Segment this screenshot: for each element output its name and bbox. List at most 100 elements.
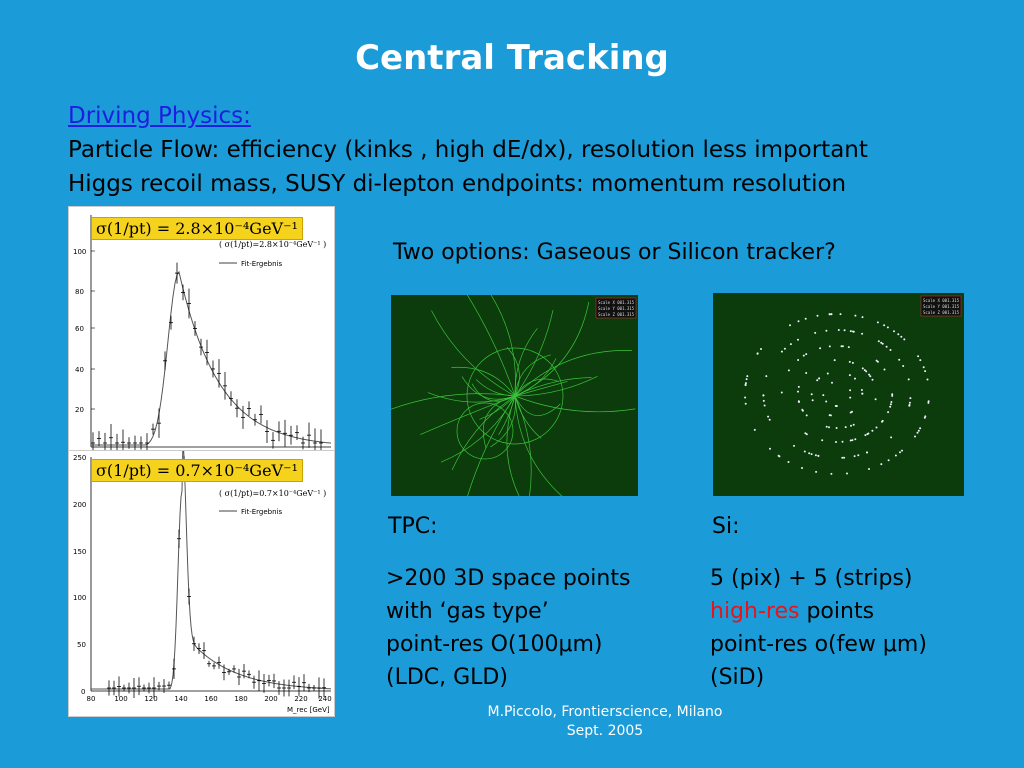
track xyxy=(514,395,542,439)
hit xyxy=(819,347,822,350)
hit xyxy=(839,313,842,316)
hit xyxy=(851,361,854,364)
tpc-heading: TPC: xyxy=(388,514,438,539)
hit xyxy=(805,414,808,417)
hit xyxy=(825,329,828,332)
hit xyxy=(927,400,930,403)
legend-fit: Fit-Ergebnis xyxy=(241,260,282,268)
hit xyxy=(817,454,820,457)
hit xyxy=(897,333,900,336)
histogram-top-svg: 100 80 60 40 20 ( σ(1/pt)=2.8×10⁻⁴GeV⁻¹ … xyxy=(73,215,332,458)
hit xyxy=(830,313,833,316)
hit xyxy=(797,338,799,341)
si-line-rest: points xyxy=(799,599,875,624)
hit xyxy=(887,459,890,462)
hit xyxy=(923,416,926,419)
tpc-tracks-svg: Scale X 001.315 Scale Y 001.315 Scale Z … xyxy=(390,279,637,519)
hit xyxy=(889,405,892,408)
x-tick: 140 xyxy=(174,695,187,703)
track xyxy=(431,310,516,397)
hit xyxy=(919,427,922,430)
track xyxy=(451,395,516,471)
hit xyxy=(871,429,874,432)
track xyxy=(514,378,559,397)
hit xyxy=(880,341,883,344)
hit xyxy=(816,314,819,317)
hit xyxy=(835,441,837,443)
hit xyxy=(898,358,901,361)
hit xyxy=(768,418,771,421)
hit xyxy=(899,451,901,454)
track xyxy=(514,301,590,397)
hit xyxy=(826,372,829,375)
hit xyxy=(908,404,911,407)
hit xyxy=(797,385,800,388)
legend-line: ( σ(1/pt)=2.8×10⁻⁴GeV⁻¹ ) xyxy=(219,240,326,249)
hit xyxy=(849,330,852,333)
hit xyxy=(835,427,838,429)
hit xyxy=(825,425,828,428)
track-loop xyxy=(466,347,564,445)
hit xyxy=(811,399,814,402)
hit xyxy=(889,349,892,351)
hit xyxy=(844,426,847,429)
hit xyxy=(802,354,805,357)
si-hits-svg: Scale X 001.315 Scale Y 001.315 Scale Z … xyxy=(744,295,962,475)
footer: M.Piccolo, Frontierscience, Milano Sept.… xyxy=(440,703,770,741)
hit xyxy=(810,393,813,396)
hit xyxy=(875,426,878,429)
driving-physics-link[interactable]: Driving Physics: xyxy=(68,103,251,129)
hit xyxy=(901,449,903,452)
hit xyxy=(765,375,768,378)
y-tick: 20 xyxy=(75,406,84,414)
hit xyxy=(756,352,759,355)
hit xyxy=(780,391,783,394)
si-event-display: Scale X 001.315 Scale Y 001.315 Scale Z … xyxy=(713,293,964,496)
hit xyxy=(843,456,846,459)
hit xyxy=(876,321,879,324)
y-tick: 250 xyxy=(73,454,86,462)
y-tick: 40 xyxy=(75,366,84,374)
x-tick: 220 xyxy=(294,695,307,703)
hit xyxy=(861,367,864,370)
x-tick: 240 xyxy=(318,695,331,703)
track xyxy=(420,395,516,435)
hit xyxy=(846,472,848,475)
hit xyxy=(848,374,851,377)
scale-readout: Scale Z 001.315 xyxy=(598,312,635,317)
hit xyxy=(818,377,821,380)
hit xyxy=(852,423,855,426)
hit xyxy=(903,338,906,341)
hit xyxy=(797,400,800,403)
hit xyxy=(907,378,910,381)
hit xyxy=(760,348,762,350)
hit xyxy=(868,373,871,376)
hit xyxy=(744,402,747,405)
hit xyxy=(847,346,850,349)
hit xyxy=(922,366,925,369)
hit xyxy=(868,468,870,470)
hit xyxy=(916,431,919,434)
x-tick: 100 xyxy=(114,695,127,703)
hit xyxy=(893,330,895,333)
hit xyxy=(793,444,795,447)
si-line: high-res points xyxy=(710,595,927,628)
hit xyxy=(883,368,886,371)
y-tick: 200 xyxy=(73,501,86,509)
hit xyxy=(789,324,791,327)
hit xyxy=(821,439,824,442)
hit xyxy=(866,433,869,436)
hit xyxy=(814,331,817,334)
track xyxy=(451,366,516,397)
hit xyxy=(825,400,828,403)
hit xyxy=(828,426,830,429)
hit xyxy=(908,401,911,404)
hit xyxy=(909,397,912,400)
track xyxy=(514,395,574,506)
hit xyxy=(804,432,807,435)
footer-author: M.Piccolo, Frontierscience, Milano xyxy=(487,704,723,720)
hit xyxy=(875,359,878,362)
hit xyxy=(814,454,817,457)
y-tick: 100 xyxy=(73,594,86,602)
track xyxy=(514,350,633,397)
